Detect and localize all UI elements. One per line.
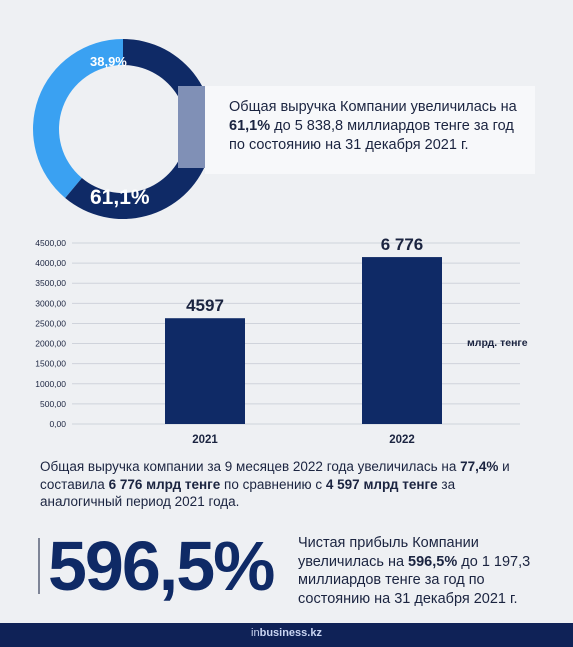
para2-text: за аналогичный период 2021 года. bbox=[40, 476, 456, 510]
y-tick-label: 4500,00 bbox=[35, 238, 66, 248]
revenue-bar-chart: 0,00 500,00 1000,00 1500,00 2000,00 2500,00 30… bbox=[0, 228, 573, 450]
callout-text-part: Общая выручка Компании увеличилась на bbox=[229, 99, 517, 115]
y-tick-label: 500,00 bbox=[40, 399, 66, 409]
y-tick-label: 4000,00 bbox=[35, 258, 66, 268]
bar-data-label: 6 776 bbox=[381, 235, 424, 254]
revenue-callout-text: Общая выручка Компании увеличилась на 61… bbox=[229, 98, 524, 155]
y-tick-label: 0,00 bbox=[49, 419, 66, 429]
para3-text: Чистая прибыль Компании увеличилась на bbox=[298, 535, 479, 570]
revenue-callout: Общая выручка Компании увеличилась на 61… bbox=[205, 86, 535, 174]
x-tick-label: 2021 bbox=[192, 434, 218, 446]
donut-svg: 38,9% 61,1% bbox=[33, 39, 218, 219]
para2-highlight: 4 597 млрд тенге bbox=[325, 476, 438, 492]
para2-highlight: 6 776 млрд тенге bbox=[108, 476, 221, 492]
bar-2021 bbox=[165, 318, 245, 424]
net-profit-paragraph: Чистая прибыль Компании увеличилась на 5… bbox=[298, 534, 548, 608]
bar-data-label: 4597 bbox=[186, 296, 224, 315]
y-tick-label: 1500,00 bbox=[35, 359, 66, 369]
para3-text: до 1 197,3 миллиардов тенге за год по со… bbox=[298, 553, 531, 607]
bar-2022 bbox=[362, 257, 442, 424]
brand-logo: inbusiness.kz bbox=[0, 627, 573, 639]
para2-text: по сравнению с bbox=[220, 476, 326, 492]
x-tick-label: 2022 bbox=[389, 434, 415, 446]
brand-name: business.kz bbox=[259, 627, 322, 639]
big-percentage: 596,5% bbox=[48, 527, 275, 605]
y-tick-label: 3500,00 bbox=[35, 278, 66, 288]
donut-segment-38 bbox=[33, 39, 123, 198]
callout-text-part: до 5 838,8 миллиардов тенге за год по со… bbox=[229, 118, 514, 153]
brand-prefix: in bbox=[251, 627, 260, 639]
para2-highlight: 77,4% bbox=[460, 459, 499, 474]
donut-chart: 38,9% 61,1% bbox=[28, 34, 218, 224]
callout-highlight: 61,1% bbox=[229, 118, 271, 134]
y-tick-label: 1000,00 bbox=[35, 379, 66, 389]
bar-chart-svg: 0,00 500,00 1000,00 1500,00 2000,00 2500,00 30… bbox=[35, 235, 528, 446]
y-tick-label: 2500,00 bbox=[35, 318, 66, 328]
para3-highlight: 596,5% bbox=[408, 553, 458, 570]
y-tick-label: 2000,00 bbox=[35, 339, 66, 349]
donut-segment-61 bbox=[65, 39, 214, 219]
para2-text: Общая выручка компании за 9 месяцев 2022… bbox=[40, 459, 461, 474]
donut-label-38: 38,9% bbox=[90, 54, 127, 69]
footer-bar: inbusiness.kz bbox=[0, 623, 573, 647]
para2-text: и составила bbox=[40, 459, 510, 492]
donut-label-61: 61,1% bbox=[90, 186, 150, 209]
y-tick-label: 3000,00 bbox=[35, 298, 66, 308]
unit-label: млрд. тенге bbox=[467, 337, 528, 349]
revenue-9m-paragraph: Общая выручка компании за 9 месяцев 2022… bbox=[40, 458, 540, 511]
accent-divider bbox=[38, 538, 40, 594]
